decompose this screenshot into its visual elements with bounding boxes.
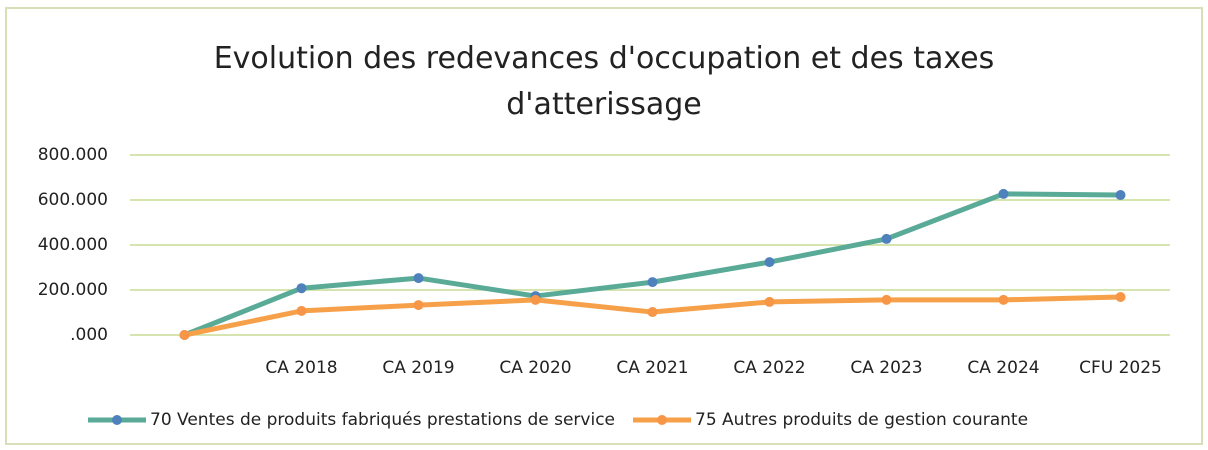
x-tick-label: CA 2023 xyxy=(850,358,922,378)
data-point xyxy=(413,273,424,284)
data-point xyxy=(530,294,541,305)
x-tick-label: CFU 2025 xyxy=(1079,358,1162,378)
data-point xyxy=(179,330,190,340)
chart-frame xyxy=(5,7,1203,445)
data-point xyxy=(413,300,424,311)
data-point xyxy=(998,188,1009,199)
data-point xyxy=(1115,291,1126,302)
data-point xyxy=(764,257,775,268)
x-tick-label: CA 2018 xyxy=(265,358,337,378)
legend-marker xyxy=(657,415,668,425)
data-point xyxy=(296,305,307,316)
x-tick-label: CA 2020 xyxy=(499,358,571,378)
x-tick-label: CA 2019 xyxy=(382,358,454,378)
legend-label: 70 Ventes de produits fabriqués prestati… xyxy=(150,410,615,430)
legend-label: 75 Autres produits de gestion courante xyxy=(695,410,1028,430)
y-tick-label: .000 xyxy=(70,325,108,345)
data-point xyxy=(1115,190,1126,201)
y-tick-label: 800.000 xyxy=(38,145,108,165)
x-tick-label: CA 2024 xyxy=(967,358,1039,378)
y-tick-label: 400.000 xyxy=(38,235,108,255)
chart-title: Evolution des redevances d'occupation et… xyxy=(213,41,995,122)
data-point xyxy=(647,277,658,288)
x-tick-label: CA 2021 xyxy=(616,358,688,378)
y-tick-label: 600.000 xyxy=(38,190,108,210)
data-point xyxy=(881,233,892,244)
data-point xyxy=(881,294,892,305)
legend-marker xyxy=(112,415,122,425)
data-point xyxy=(764,296,775,307)
data-point xyxy=(998,294,1009,305)
data-point xyxy=(647,307,658,318)
data-point xyxy=(296,283,307,294)
x-tick-label: CA 2022 xyxy=(733,358,805,378)
y-tick-label: 200.000 xyxy=(38,280,108,300)
